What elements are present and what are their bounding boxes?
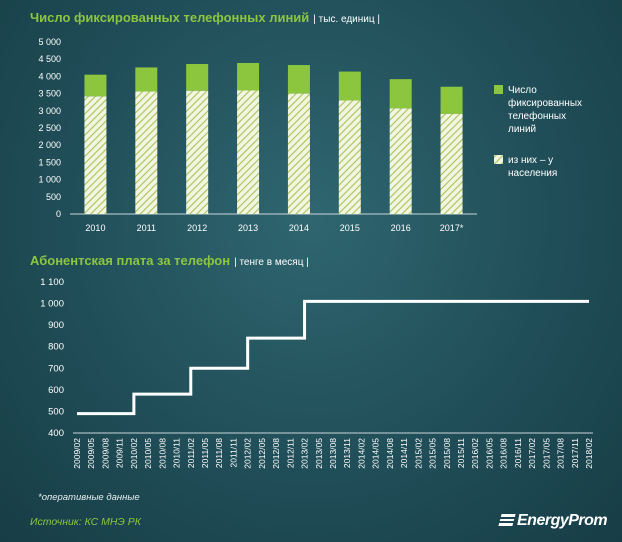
line-y-tick-label: 900 xyxy=(48,320,64,331)
line-y-tick-label: 1 000 xyxy=(40,299,64,310)
bar-x-tick-label: 2012 xyxy=(187,223,207,233)
bar-y-tick-label: 2 500 xyxy=(38,123,61,133)
bar-total-2015 xyxy=(338,71,361,101)
line-x-tick-label: 2016/05 xyxy=(484,438,494,469)
bar-total-2011 xyxy=(135,67,158,92)
bar-x-tick-label: 2014 xyxy=(289,223,309,233)
bar-x-tick-label: 2016 xyxy=(391,223,411,233)
legend-label-total: Число фиксированных телефонных линий xyxy=(508,85,582,135)
legend-swatch-total xyxy=(494,85,503,94)
bar-chart-unit: | тыс. единиц | xyxy=(313,14,380,25)
line-y-tick-label: 400 xyxy=(48,428,64,439)
bar-population-2013 xyxy=(237,90,260,214)
line-x-tick-label: 2015/08 xyxy=(442,438,452,469)
line-y-tick-label: 500 xyxy=(48,406,64,417)
legend-swatch-population xyxy=(494,155,503,164)
bar-population-2014 xyxy=(287,93,310,214)
bar-y-tick-label: 1 500 xyxy=(38,157,61,167)
legend-label-population: из них – у населения xyxy=(508,155,557,179)
bar-population-2010 xyxy=(84,96,107,214)
line-x-tick-label: 2015/11 xyxy=(456,438,466,468)
line-chart: 400 500 600 700 800 900 1 000 1 100 2009/02 2009/… xyxy=(40,277,594,469)
line-x-tick-label: 2010/11 xyxy=(172,438,182,468)
line-x-tick-label: 2010/02 xyxy=(129,438,139,469)
line-x-tick-label: 2012/05 xyxy=(257,438,267,469)
bar-y-tick-label: 0 xyxy=(56,209,61,219)
line-x-tick-label: 2011/02 xyxy=(186,438,196,468)
line-x-tick-label: 2013/11 xyxy=(342,438,352,468)
line-x-tick-label: 2016/02 xyxy=(470,438,480,469)
line-chart-unit: | тенге в месяц | xyxy=(234,257,309,268)
line-x-tick-label: 2009/08 xyxy=(100,438,110,469)
line-x-tick-label: 2013/02 xyxy=(300,438,310,469)
bar-x-tick-label: 2017* xyxy=(440,223,464,233)
energyprom-logo: EnergyProm xyxy=(498,512,608,530)
bar-total-2014 xyxy=(287,65,310,94)
line-x-tick-label: 2016/08 xyxy=(499,438,509,469)
line-x-tick-label: 2014/05 xyxy=(371,438,381,469)
bar-population-2016 xyxy=(389,108,412,214)
line-x-tick-label: 2017/08 xyxy=(556,438,566,469)
line-y-tick-label: 800 xyxy=(48,342,64,353)
bar-y-tick-label: 5 000 xyxy=(38,37,61,47)
source-text: Источник: КС МНЭ РК xyxy=(30,516,141,528)
bar-total-2010 xyxy=(84,74,107,97)
bar-population-2015 xyxy=(338,100,361,214)
bar-x-tick-label: 2010 xyxy=(85,223,105,233)
tariff-line xyxy=(77,299,589,416)
line-x-tick-label: 2013/05 xyxy=(314,438,324,469)
line-x-tick-label: 2017/11 xyxy=(570,438,580,468)
line-x-tick-label: 2015/02 xyxy=(413,438,423,469)
bar-y-tick-label: 4 500 xyxy=(38,54,61,64)
logo-mark-icon xyxy=(498,514,516,526)
bar-total-2012 xyxy=(186,64,209,91)
bar-total-2013 xyxy=(237,62,260,91)
footnote: *оперативные данные xyxy=(38,492,140,503)
line-x-tick-label: 2011/08 xyxy=(214,438,224,468)
line-x-tick-label: 2017/02 xyxy=(527,438,537,469)
line-y-tick-label: 700 xyxy=(48,363,64,374)
line-x-tick-label: 2014/08 xyxy=(385,438,395,469)
bar-chart-title: Число фиксированных телефонных линий | ты… xyxy=(30,10,380,25)
bar-y-tick-label: 3 500 xyxy=(38,89,61,99)
line-y-tick-label: 600 xyxy=(48,385,64,396)
line-chart-title: Абонентская плата за телефон | тенге в ме… xyxy=(30,253,309,268)
bar-x-tick-label: 2013 xyxy=(238,223,258,233)
line-x-tick-label: 2012/11 xyxy=(285,438,295,468)
line-x-tick-label: 2011/05 xyxy=(200,438,210,468)
bar-x-tick-label: 2011 xyxy=(137,223,156,233)
bar-chart: 0 500 1 000 1 500 2 000 2 500 3 000 3 500 4 000 4… xyxy=(38,37,582,233)
line-x-tick-label: 2014/02 xyxy=(356,438,366,469)
bar-y-tick-label: 2 000 xyxy=(38,140,61,150)
line-x-tick-label: 2009/11 xyxy=(115,438,125,468)
line-x-tick-label: 2012/02 xyxy=(243,438,253,469)
bar-y-tick-label: 4 000 xyxy=(38,71,61,81)
line-x-tick-label: 2010/05 xyxy=(143,438,153,469)
bar-y-tick-label: 3 000 xyxy=(38,106,61,116)
bar-population-2012 xyxy=(186,90,209,214)
bar-total-2016 xyxy=(389,79,412,109)
line-x-tick-label: 2010/08 xyxy=(157,438,167,469)
line-x-tick-label: 2015/05 xyxy=(428,438,438,469)
line-x-tick-label: 2012/08 xyxy=(271,438,281,469)
line-x-tick-label: 2011/11 xyxy=(228,438,238,468)
line-x-tick-label: 2018/02 xyxy=(584,438,594,469)
line-y-tick-label: 1 100 xyxy=(40,277,64,288)
bar-y-tick-label: 1 000 xyxy=(38,175,61,185)
line-x-tick-label: 2016/11 xyxy=(513,438,523,468)
line-x-tick-label: 2014/11 xyxy=(399,438,409,468)
line-x-tick-label: 2009/02 xyxy=(72,438,82,469)
bar-x-tick-label: 2015 xyxy=(340,223,360,233)
bar-y-tick-label: 500 xyxy=(46,192,61,202)
line-x-tick-label: 2013/08 xyxy=(328,438,338,469)
bar-population-2017* xyxy=(440,113,463,214)
bar-total-2017* xyxy=(440,86,463,114)
line-x-tick-label: 2017/05 xyxy=(541,438,551,469)
line-x-tick-label: 2009/05 xyxy=(86,438,96,469)
bar-population-2011 xyxy=(135,91,158,214)
